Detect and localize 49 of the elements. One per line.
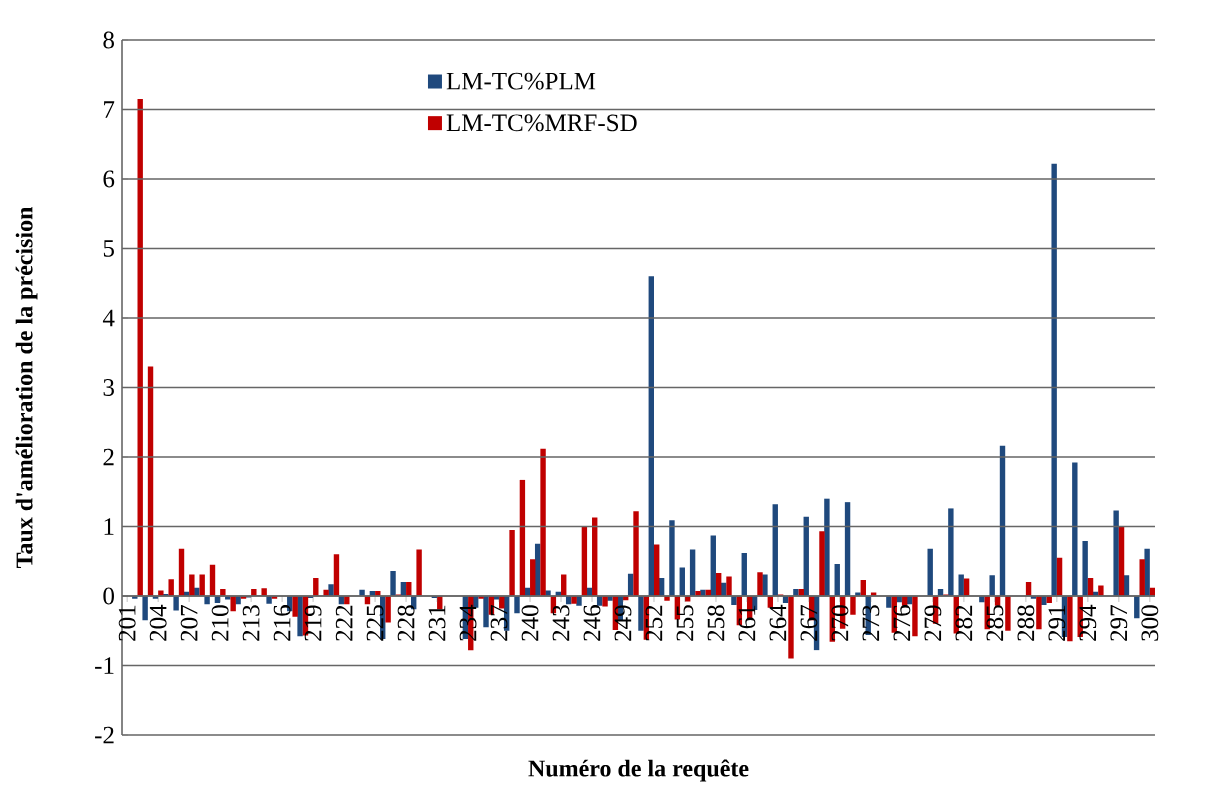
y-tick-label: -1 (95, 657, 114, 674)
x-tick-label: 255 (676, 605, 694, 641)
x-tick-label: 228 (397, 605, 415, 641)
x-tick-label: 201 (118, 605, 136, 641)
y-tick-label: 7 (104, 101, 115, 118)
x-tick-label: 276 (893, 605, 911, 641)
y-axis-title: Taux d'amélioration de la précision (15, 206, 38, 569)
y-tick-label: 5 (103, 240, 114, 257)
y-tick-label: 6 (103, 170, 115, 188)
x-tick-label: 294 (1079, 604, 1097, 641)
x-tick-label: 213 (242, 605, 260, 641)
y-tick-label: 1 (104, 518, 114, 535)
x-tick-label: 222 (335, 605, 353, 641)
legend-label: LM-TC%PLM (446, 72, 596, 90)
x-axis-title: Numéro de la requête (528, 759, 749, 782)
x-tick-label: 285 (986, 605, 1004, 641)
x-tick-label: 264 (769, 604, 787, 641)
x-tick-label: 258 (707, 605, 725, 641)
x-tick-label: 300 (1141, 605, 1159, 641)
x-tick-label: 246 (583, 605, 601, 641)
x-tick-label: 210 (211, 605, 229, 641)
x-tick-label: 252 (645, 605, 663, 641)
x-tick-label: 249 (614, 605, 632, 641)
y-tick-label: 8 (103, 31, 114, 49)
y-tick-label: 4 (102, 309, 115, 327)
x-tick-label: 243 (552, 605, 570, 641)
x-tick-label: 204 (149, 604, 167, 641)
x-tick-label: 279 (924, 605, 942, 641)
x-tick-label: 291 (1048, 605, 1066, 641)
x-tick-label: 237 (490, 605, 508, 641)
x-tick-label: 297 (1110, 605, 1128, 641)
x-tick-label: 207 (180, 605, 198, 641)
x-tick-label: 216 (273, 605, 291, 641)
x-tick-label: 219 (304, 605, 322, 641)
y-tick-label: 0 (103, 587, 114, 605)
x-tick-label: 288 (1017, 605, 1035, 641)
y-tick-label: -2 (95, 726, 114, 744)
x-tick-label: 234 (459, 604, 477, 641)
x-tick-label: 225 (366, 605, 384, 641)
x-tick-label: 261 (738, 605, 756, 641)
x-tick-label: 282 (955, 605, 973, 641)
x-tick-label: 231 (428, 605, 446, 641)
x-tick-label: 273 (862, 605, 880, 641)
x-tick-label: 270 (831, 605, 849, 641)
legend-label: LM-TC%MRF-SD (446, 114, 637, 132)
y-tick-label: 2 (103, 448, 114, 466)
x-tick-label: 267 (800, 605, 818, 641)
y-tick-label: 3 (103, 379, 114, 396)
x-tick-label: 240 (521, 605, 539, 641)
